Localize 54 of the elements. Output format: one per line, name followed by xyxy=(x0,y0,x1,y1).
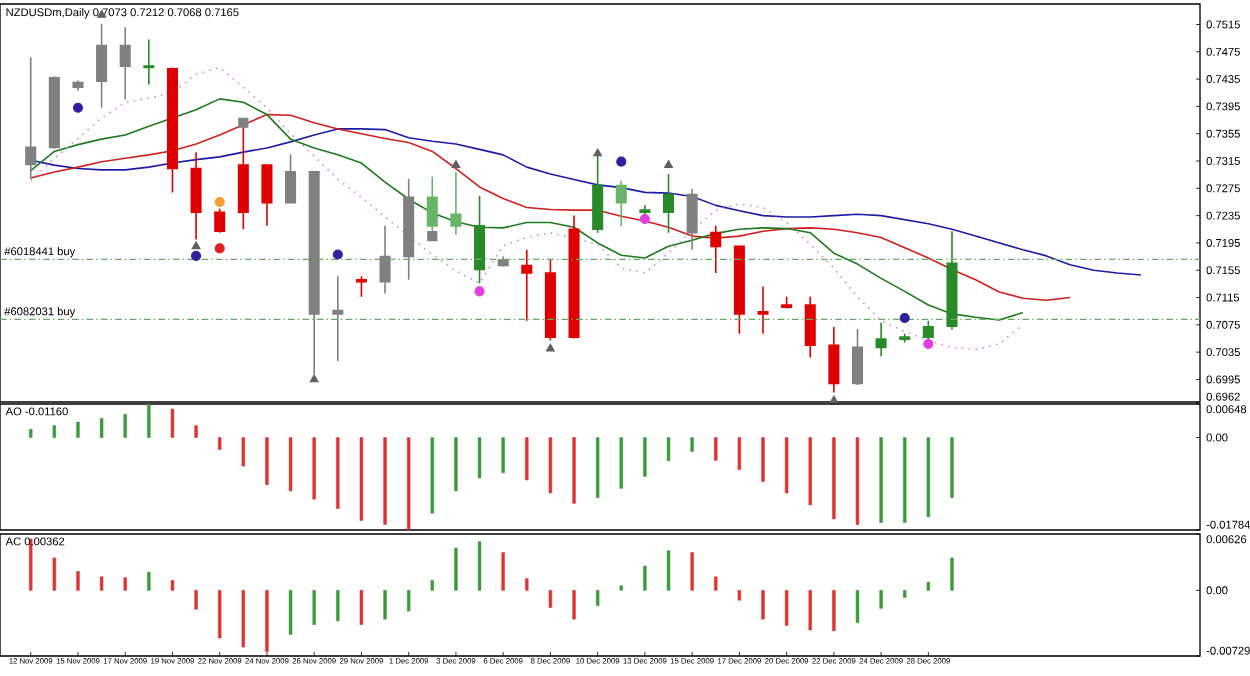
candlestick xyxy=(214,207,226,234)
point xyxy=(72,102,84,113)
candlestick xyxy=(521,248,533,322)
candlestick xyxy=(568,214,580,340)
candlestick xyxy=(828,326,840,394)
candlestick xyxy=(662,173,675,234)
point xyxy=(899,312,910,324)
point xyxy=(332,249,343,260)
point xyxy=(664,160,673,168)
candlestick xyxy=(48,75,60,150)
candlestick xyxy=(72,79,84,92)
point xyxy=(238,117,249,128)
candlestick xyxy=(166,66,178,194)
point xyxy=(309,374,319,383)
candlestick xyxy=(544,259,556,342)
candlestick xyxy=(96,22,108,109)
candlestick xyxy=(710,225,722,274)
candlestick xyxy=(25,56,37,180)
candlestick xyxy=(119,26,131,101)
point xyxy=(545,343,555,352)
point xyxy=(829,395,839,404)
point xyxy=(593,148,603,157)
point xyxy=(427,231,438,242)
point xyxy=(616,156,627,167)
point xyxy=(923,338,934,350)
candlestick xyxy=(474,195,486,284)
point xyxy=(639,213,650,225)
candlestick xyxy=(804,296,816,359)
candlestick xyxy=(450,171,462,236)
point xyxy=(474,286,485,297)
candlestick xyxy=(379,225,391,295)
candlestick xyxy=(403,177,415,281)
candlestick xyxy=(285,153,297,204)
point xyxy=(451,160,461,168)
candlestick xyxy=(686,188,698,251)
candlestick xyxy=(757,285,769,335)
candlestick xyxy=(261,164,273,227)
candlestick xyxy=(308,171,320,375)
point xyxy=(191,241,201,250)
candlestick xyxy=(497,255,509,268)
point xyxy=(214,196,225,208)
candlestick xyxy=(332,275,344,362)
candlestick xyxy=(615,179,627,227)
candlestick xyxy=(355,275,367,298)
point xyxy=(214,243,225,254)
candlestick xyxy=(875,321,887,358)
candlestick xyxy=(781,296,793,310)
candlestick xyxy=(899,332,911,344)
point xyxy=(191,250,202,261)
candlestick xyxy=(946,230,958,331)
candlestick xyxy=(733,245,745,335)
candlestick xyxy=(851,328,864,386)
candlestick xyxy=(143,38,155,86)
candlestick xyxy=(190,151,202,241)
